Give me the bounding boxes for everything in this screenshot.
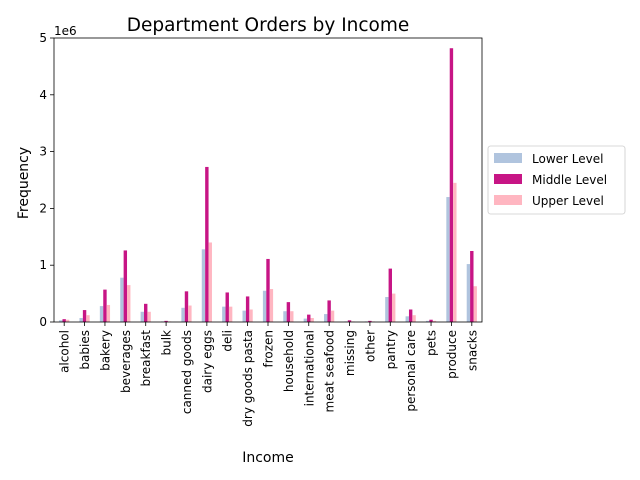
bar-1-dairy-eggs	[201, 249, 206, 322]
x-tick-label: deli	[221, 330, 235, 352]
legend-swatch	[494, 153, 522, 163]
bar-2-other	[368, 320, 372, 322]
bar-1-pets	[425, 320, 430, 322]
x-tick-label: canned goods	[180, 330, 194, 414]
bar-1-dry-goods-pasta	[242, 310, 246, 322]
bar-2-household	[286, 302, 291, 322]
bar-3-snacks	[473, 286, 477, 322]
x-tick-label: pets	[425, 330, 439, 356]
bar-1-canned-goods	[181, 307, 185, 322]
y-tick-label: 1	[39, 258, 47, 272]
x-tick-label: beverages	[119, 330, 133, 393]
bar-1-personal-care	[405, 316, 409, 322]
bar-3-babies	[86, 315, 90, 322]
bar-2-alcohol	[62, 319, 66, 322]
axes: 0 1 2 3 4 5 alcohol babies bakery beverages breakf…	[39, 31, 483, 427]
x-tick-label: meat seafood	[323, 330, 337, 412]
bar-3-frozen	[269, 289, 274, 322]
bar-3-bakery	[106, 304, 111, 322]
bar-3-breakfast	[147, 311, 151, 322]
legend-label: Middle Level	[532, 173, 607, 187]
bars	[59, 48, 477, 322]
bar-1-breakfast	[140, 311, 145, 322]
bar-3-dry-goods-pasta	[249, 309, 253, 322]
bar-2-beverages	[123, 250, 128, 322]
bar-2-missing	[347, 320, 352, 322]
x-tick-label: bulk	[160, 330, 174, 356]
x-tick-label: frozen	[262, 330, 276, 368]
y-tick-label: 4	[39, 88, 47, 102]
bar-1-bakery	[99, 306, 104, 322]
bar-3-alcohol	[65, 319, 70, 322]
chart-title: Department Orders by Income	[127, 15, 410, 36]
bar-3-dairy-eggs	[208, 242, 212, 322]
bar-1-snacks	[466, 264, 471, 322]
x-tick-label: dairy eggs	[200, 330, 214, 393]
bar-2-babies	[82, 310, 87, 322]
x-tick-label: bakery	[98, 330, 112, 371]
bar-2-pantry	[388, 268, 392, 322]
legend-swatch	[494, 174, 522, 184]
x-tick-label: breakfast	[139, 330, 153, 387]
bar-1-babies	[79, 318, 83, 322]
bar-1-beverages	[120, 277, 124, 322]
x-axis-label: Income	[242, 450, 294, 466]
bar-1-meat-seafood	[324, 314, 328, 322]
bar-1-international	[303, 318, 308, 322]
bar-1-alcohol	[59, 320, 63, 322]
legend-label: Upper Level	[532, 194, 604, 208]
bar-2-international	[307, 314, 311, 322]
bar-3-produce	[453, 182, 457, 322]
x-tick-label: personal care	[404, 330, 418, 412]
bar-2-bulk	[164, 320, 168, 322]
bar-2-personal-care	[408, 309, 413, 322]
x-tick-label: household	[282, 330, 296, 392]
x-tick-label: dry goods pasta	[241, 330, 255, 427]
y-tick-label: 2	[39, 201, 47, 215]
x-tick-label: missing	[343, 330, 357, 376]
bar-1-frozen	[262, 290, 267, 322]
bar-2-produce	[449, 48, 454, 322]
x-tick-label: alcohol	[58, 330, 72, 373]
x-tick-label: produce	[445, 330, 459, 379]
bar-2-dairy-eggs	[205, 166, 209, 322]
y-multiplier-label: 1e6	[54, 24, 77, 38]
y-tick-label: 0	[39, 315, 47, 329]
bar-2-pets	[429, 319, 433, 322]
bar-3-pantry	[391, 293, 396, 322]
bar-3-international	[310, 318, 314, 322]
x-tick-label: international	[302, 330, 316, 406]
bar-2-frozen	[266, 258, 270, 322]
bar-2-dry-goods-pasta	[245, 296, 250, 322]
bar-2-meat-seafood	[327, 300, 331, 322]
legend: Lower Level Middle Level Upper Level	[487, 145, 626, 215]
bar-2-snacks	[470, 251, 474, 322]
x-tick-label: snacks	[465, 330, 479, 371]
bar-3-canned-goods	[188, 305, 192, 322]
bar-2-canned-goods	[184, 291, 189, 322]
bar-2-breakfast	[144, 303, 148, 322]
legend-frame	[487, 145, 626, 215]
bar-3-deli	[228, 306, 233, 322]
bar-1-deli	[222, 306, 226, 322]
y-tick-label: 3	[39, 145, 47, 159]
x-tick-label: babies	[78, 330, 92, 370]
legend-label: Lower Level	[532, 152, 603, 166]
bar-3-personal-care	[412, 315, 416, 322]
bar-1-produce	[446, 197, 450, 322]
y-axis-label: Frequency	[16, 147, 32, 219]
legend-swatch	[494, 195, 522, 205]
x-tick-label: pantry	[384, 330, 398, 369]
bar-1-pantry	[385, 297, 389, 322]
x-tick-label: other	[363, 330, 377, 362]
bar-3-pets	[432, 320, 437, 322]
bar-2-bakery	[103, 289, 107, 322]
bar-1-household	[283, 311, 287, 322]
bar-2-deli	[225, 292, 229, 322]
y-tick-label: 5	[39, 31, 47, 45]
bar-3-household	[290, 311, 294, 322]
bar-3-beverages	[127, 285, 131, 322]
bar-3-meat-seafood	[330, 310, 335, 322]
